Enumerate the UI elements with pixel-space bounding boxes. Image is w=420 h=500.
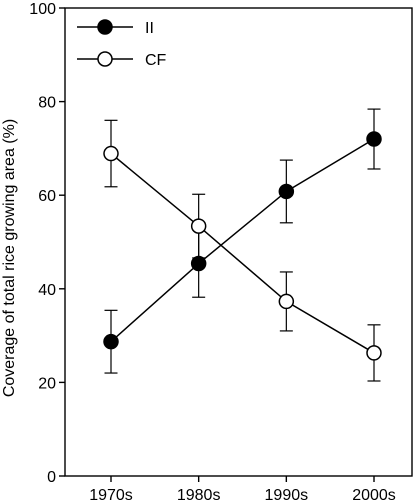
legend-marker: [97, 51, 113, 67]
series-ii: [103, 108, 382, 374]
x-axis: 1970s 1980s 1990s 2000s: [89, 476, 396, 500]
series-line: [110, 152, 375, 354]
data-point: [190, 255, 207, 272]
legend: II CF: [77, 19, 167, 69]
x-tick-label: 1970s: [89, 487, 133, 500]
plot-area: [64, 7, 413, 477]
x-tick-label: 1990s: [265, 487, 309, 500]
x-tick-label: 2000s: [352, 487, 396, 500]
data-point: [190, 218, 207, 234]
legend-marker: [97, 19, 113, 35]
legend-label: CF: [145, 52, 167, 69]
data-point: [103, 145, 119, 162]
data-point: [366, 345, 382, 361]
legend-item-cf: CF: [77, 51, 167, 69]
y-tick-label: 80: [38, 95, 56, 112]
y-tick-label: 100: [29, 1, 56, 18]
data-point: [103, 333, 119, 350]
x-tick-label: 1980s: [177, 487, 221, 500]
y-tick-label: 40: [38, 282, 56, 299]
legend-item-ii: II: [77, 19, 154, 37]
y-axis-label: Coverage of total rice growing area (%): [1, 119, 18, 397]
data-point: [366, 131, 382, 147]
series-cf: [103, 119, 382, 382]
y-tick-label: 0: [47, 469, 56, 486]
series-layer: [103, 108, 382, 382]
series-line: [110, 138, 375, 343]
data-point: [278, 183, 295, 200]
data-point: [278, 293, 295, 310]
y-tick-label: 60: [38, 188, 56, 205]
y-axis: 0 20 40 60 80 100: [29, 1, 65, 486]
plot-frame: [64, 7, 413, 477]
legend-label: II: [145, 20, 154, 37]
y-tick-label: 20: [38, 375, 56, 392]
